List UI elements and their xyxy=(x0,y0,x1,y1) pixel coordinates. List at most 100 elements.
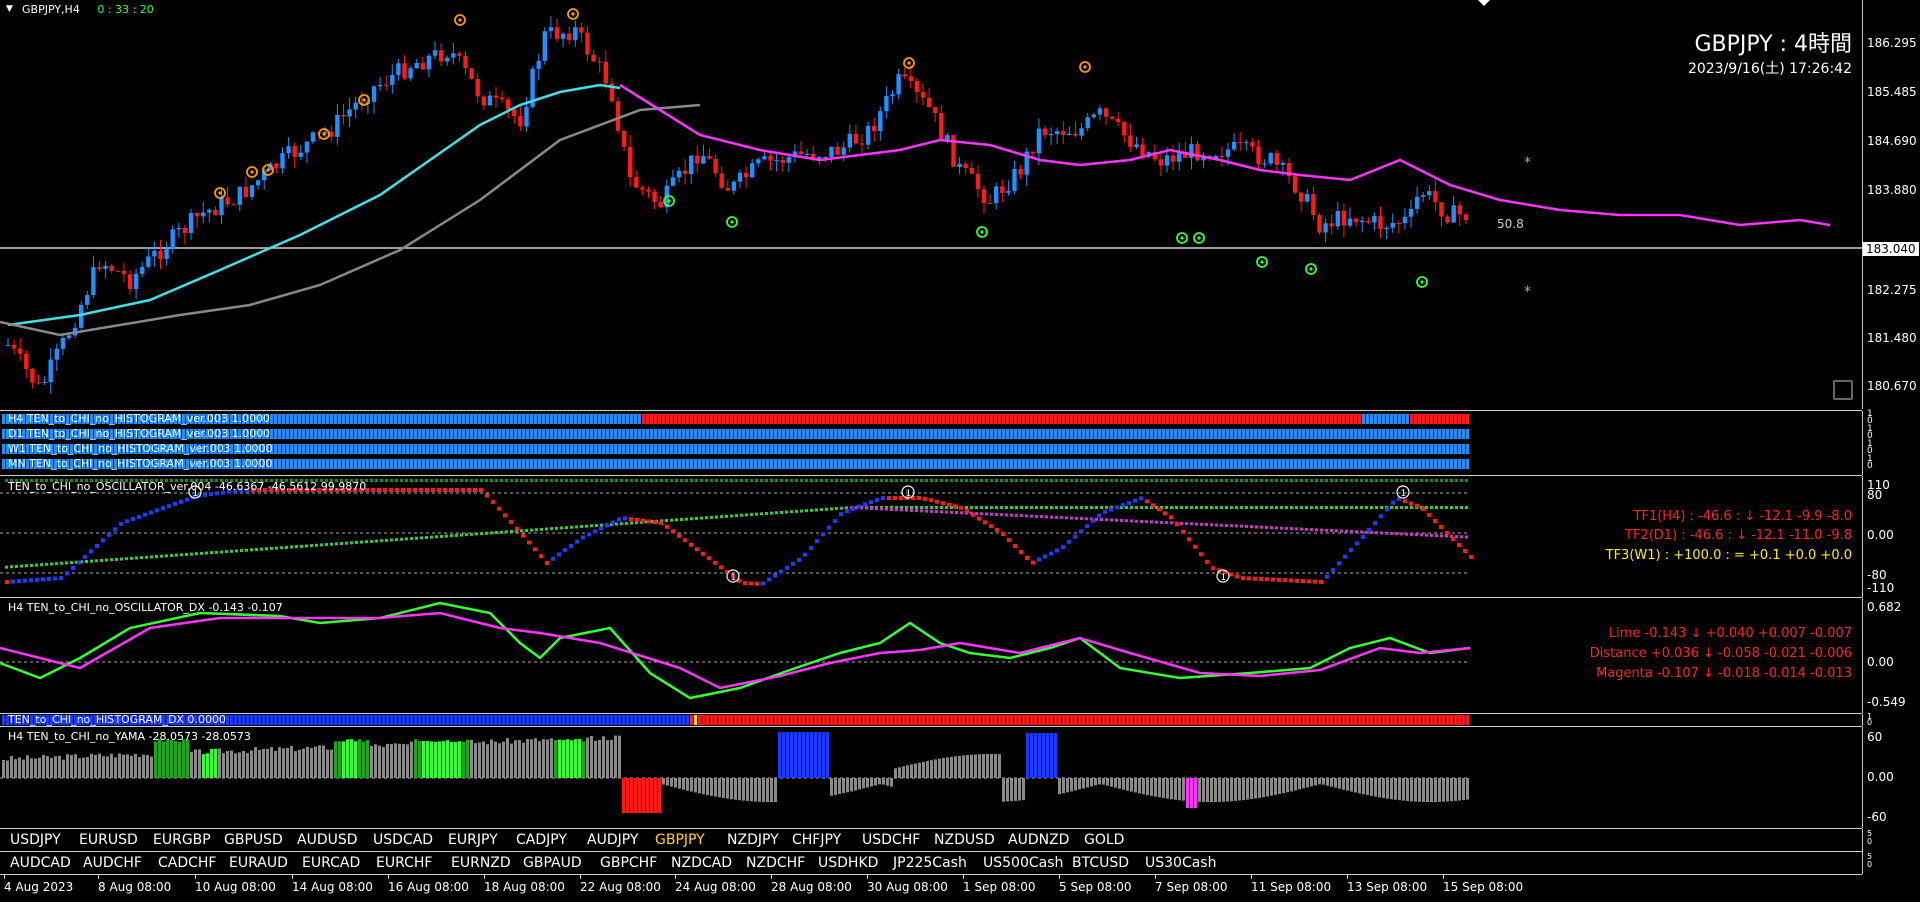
histogram-bar xyxy=(234,459,237,469)
osc-magenta-dot xyxy=(1165,521,1168,525)
histogram-bar xyxy=(842,429,845,439)
osc-magenta-dot xyxy=(975,512,978,515)
osc-top-dot xyxy=(870,479,873,482)
symbol-button-gbpchf[interactable]: GBPCHF xyxy=(600,855,658,871)
histogram-bar xyxy=(830,414,833,424)
histogram-dx-bar xyxy=(434,715,437,725)
histogram-bar xyxy=(274,459,277,469)
candle-body xyxy=(1103,108,1109,117)
osc-signal-marker xyxy=(1216,569,1230,583)
symbol-button-chfjpy[interactable]: CHFJPY xyxy=(792,832,842,848)
osc-top-dot xyxy=(470,479,473,482)
candle-body xyxy=(591,54,596,62)
osc-green-dot xyxy=(1240,506,1243,509)
histogram-dx-bar xyxy=(1034,715,1037,725)
symbol-button-gbpusd[interactable]: GBPUSD xyxy=(224,832,283,848)
histogram-bar xyxy=(814,414,817,424)
symbol-button-audchf[interactable]: AUDCHF xyxy=(83,855,142,871)
symbol-button-nzdjpy[interactable]: NZDJPY xyxy=(727,832,779,848)
symbol-button-gbpaud[interactable]: GBPAUD xyxy=(523,855,582,871)
histogram-bar xyxy=(478,444,481,454)
symbol-button-audcad[interactable]: AUDCAD xyxy=(10,855,71,871)
osc-green-dot xyxy=(1400,506,1403,509)
histogram-bar xyxy=(1006,414,1009,424)
main-price-chart[interactable]: * * GBPJPY,H4 0 : 33 : 20 ▼ GBPJPY : 4時間 … xyxy=(0,0,1862,409)
histogram-bar xyxy=(214,414,217,424)
symbol-button-cadchf[interactable]: CADCHF xyxy=(158,855,217,871)
symbol-button-audusd[interactable]: AUDUSD xyxy=(297,832,358,848)
histogram-bar xyxy=(834,414,837,424)
symbol-button-gbpjpy[interactable]: GBPJPY xyxy=(655,832,705,848)
histogram-bar xyxy=(1382,444,1385,454)
symbol-button-euraud[interactable]: EURAUD xyxy=(229,855,288,871)
histogram-bar xyxy=(1430,444,1433,454)
osc-wave-dot xyxy=(677,533,681,538)
histogram-bar xyxy=(1010,429,1013,439)
yama-panel[interactable]: H4 TEN_to_CHI_no_YAMA -28.0573 -28.0573 xyxy=(0,727,1862,828)
symbol-button-btcusd[interactable]: BTCUSD xyxy=(1072,855,1130,871)
histogram-bar xyxy=(402,459,405,469)
symbol-button-cadjpy[interactable]: CADJPY xyxy=(516,832,567,848)
osc-wave-dot xyxy=(29,578,33,583)
osc-magenta-dot xyxy=(1180,521,1183,525)
symbol-button-usdcad[interactable]: USDCAD xyxy=(373,832,434,848)
symbol-button-usdchf[interactable]: USDCHF xyxy=(862,832,921,848)
histogram-bar xyxy=(326,459,329,469)
histogram-bar xyxy=(250,414,253,424)
save-icon[interactable] xyxy=(1833,380,1853,400)
symbol-button-gold[interactable]: GOLD xyxy=(1084,832,1125,848)
histogram-bar xyxy=(86,444,89,454)
osc-wave-dot xyxy=(863,502,867,507)
symbol-button-eurgbp[interactable]: EURGBP xyxy=(153,832,211,848)
symbol-button-nzdcad[interactable]: NZDCAD xyxy=(671,855,732,871)
histogram-bar xyxy=(194,414,197,424)
histogram-dx-bar xyxy=(194,715,197,725)
chart-menu-icon[interactable]: ▼ xyxy=(6,4,13,14)
symbol-button-eurnzd[interactable]: EURNZD xyxy=(451,855,511,871)
histogram-bar xyxy=(1346,429,1349,439)
yama-bar xyxy=(926,760,929,778)
histogram-bar xyxy=(1398,444,1401,454)
symbol-button-us30cash[interactable]: US30Cash xyxy=(1145,855,1217,871)
histogram-bar xyxy=(1370,444,1373,454)
symbol-button-eurchf[interactable]: EURCHF xyxy=(376,855,433,871)
histogram-dx-bar xyxy=(526,715,529,725)
osc-wave-dot xyxy=(1433,519,1437,523)
yama-bar xyxy=(258,749,261,778)
candlestick-chart[interactable]: ** xyxy=(0,0,1862,409)
symbol-button-nzdchf[interactable]: NZDCHF xyxy=(746,855,806,871)
yama-bar xyxy=(1266,778,1269,797)
histogram-bar xyxy=(1138,444,1141,454)
symbol-button-jp225cash[interactable]: JP225Cash xyxy=(893,855,967,871)
osc-green-dot xyxy=(1065,506,1068,509)
oscillator-dx-panel[interactable]: H4 TEN_to_CHI_no_OSCILLATOR_DX -0.143 -0… xyxy=(0,598,1862,713)
histogram-bar xyxy=(498,459,501,469)
histogram-dx-bar xyxy=(726,715,729,725)
symbol-button-eurcad[interactable]: EURCAD xyxy=(302,855,361,871)
histogram-bar xyxy=(134,459,137,469)
symbol-button-usdhkd[interactable]: USDHKD xyxy=(818,855,879,871)
histogram-dx-bar xyxy=(78,715,81,725)
osc-top-dot xyxy=(1450,479,1453,482)
symbol-button-audnzd[interactable]: AUDNZD xyxy=(1008,832,1070,848)
histogram-bar xyxy=(498,444,501,454)
osc-wave-dot xyxy=(959,505,963,510)
histogram-bar xyxy=(342,414,345,424)
symbol-button-usdjpy[interactable]: USDJPY xyxy=(10,832,61,848)
osc-green-dot xyxy=(1465,506,1468,509)
symbol-button-audjpy[interactable]: AUDJPY xyxy=(587,832,639,848)
histogram-bar xyxy=(1318,414,1321,424)
histogram-bar xyxy=(1306,429,1309,439)
symbol-button-eurusd[interactable]: EURUSD xyxy=(79,832,138,848)
yama-bar xyxy=(1382,778,1385,799)
symbol-button-us500cash[interactable]: US500Cash xyxy=(983,855,1064,871)
yama-bar xyxy=(690,778,693,792)
symbol-button-nzdusd[interactable]: NZDUSD xyxy=(934,832,995,848)
histogram-dx-bar xyxy=(1374,715,1377,725)
symbol-button-eurjpy[interactable]: EURJPY xyxy=(448,832,498,848)
histogram-bar xyxy=(890,444,893,454)
histogram-bar xyxy=(830,444,833,454)
histogram-dx-bar xyxy=(1298,715,1301,725)
yama-bar xyxy=(226,750,229,778)
